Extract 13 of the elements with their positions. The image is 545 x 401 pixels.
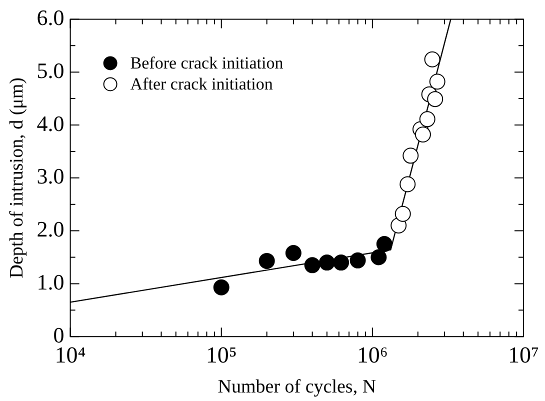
x-axis-title: Number of cycles, N — [218, 376, 376, 398]
legend-label: After crack initiation — [130, 74, 274, 94]
y-axis-title: Depth of intrusion, d (μm) — [6, 78, 28, 278]
y-tick-label: 2.0 — [36, 216, 64, 242]
y-tick-label: 6.0 — [36, 4, 64, 30]
y-tick-label: 5.0 — [36, 58, 64, 83]
legend-label: Before crack initiation — [130, 54, 284, 73]
y-tick-label: 4.0 — [36, 110, 64, 136]
x-tick-label: 10⁵ — [206, 342, 237, 368]
x-tick-label: 10⁷ — [508, 342, 540, 368]
y-tick-label: 3.0 — [36, 164, 64, 189]
y-tick-label: 1.0 — [36, 269, 64, 294]
x-tick-label: 10⁶ — [356, 342, 388, 368]
